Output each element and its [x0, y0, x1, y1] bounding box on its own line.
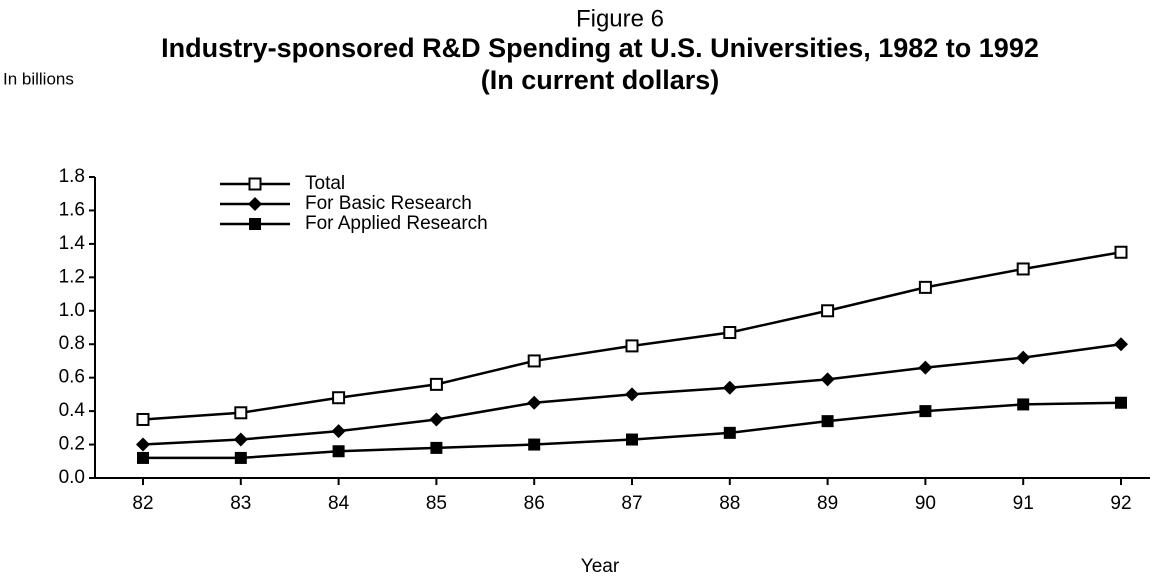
marker	[429, 377, 443, 391]
marker	[234, 451, 247, 464]
marker	[918, 280, 932, 294]
marker	[234, 406, 248, 420]
x-tick-label: 82	[132, 493, 153, 514]
figure-label: Figure 6	[576, 5, 664, 32]
marker	[723, 326, 737, 340]
marker	[1016, 262, 1030, 276]
y-tick-label: 0.2	[59, 434, 85, 455]
marker	[233, 432, 248, 447]
marker	[1016, 350, 1031, 365]
marker	[248, 197, 262, 211]
x-tick-label: 86	[524, 493, 545, 514]
marker	[723, 426, 736, 439]
x-tick-label: 90	[915, 493, 936, 514]
x-tick-label: 83	[230, 493, 251, 514]
marker	[527, 395, 542, 410]
x-tick-label: 85	[426, 493, 447, 514]
marker	[722, 380, 737, 395]
marker	[626, 433, 638, 446]
y-tick-label: 0.8	[59, 333, 85, 354]
y-tick-label: 0.6	[59, 367, 85, 388]
series-line	[143, 401, 1122, 460]
y-tick-label: 0.4	[59, 400, 86, 421]
y-axis-label: In billions	[3, 69, 74, 88]
marker	[137, 451, 149, 464]
legend-label: For Applied Research	[305, 213, 488, 234]
y-tick-label: 1.4	[59, 233, 86, 254]
marker	[527, 354, 541, 368]
marker	[249, 218, 261, 230]
marker	[430, 441, 443, 454]
x-tick-label: 89	[817, 493, 838, 514]
marker	[332, 391, 346, 405]
marker	[1114, 337, 1128, 352]
y-tick-label: 0.0	[59, 467, 85, 488]
y-tick-label: 1.8	[59, 166, 85, 187]
x-axis-label: Year	[581, 556, 620, 577]
marker	[1114, 245, 1128, 259]
marker	[625, 339, 639, 353]
marker	[248, 177, 262, 191]
marker	[821, 304, 835, 318]
chart-subtitle: (In current dollars)	[481, 65, 720, 95]
y-tick-label: 1.0	[59, 300, 85, 321]
marker	[919, 405, 932, 418]
y-tick-label: 1.2	[59, 266, 85, 287]
marker	[136, 437, 150, 452]
x-tick-label: 92	[1110, 493, 1131, 514]
marker	[1115, 396, 1127, 409]
y-tick-label: 1.6	[59, 199, 85, 220]
marker	[331, 424, 346, 439]
marker	[821, 415, 834, 428]
marker	[625, 387, 639, 402]
marker	[820, 372, 835, 387]
marker	[429, 412, 444, 427]
x-tick-label: 84	[328, 493, 350, 514]
marker	[918, 360, 933, 375]
x-tick-label: 88	[719, 493, 740, 514]
marker	[1017, 398, 1030, 411]
chart-title: Industry-sponsored R&D Spending at U.S. …	[161, 33, 1039, 63]
marker	[528, 438, 541, 451]
legend-label: For Basic Research	[305, 193, 472, 214]
x-tick-label: 87	[621, 493, 642, 514]
x-tick-label: 91	[1013, 493, 1034, 514]
legend-label: Total	[305, 173, 345, 194]
marker	[332, 445, 345, 458]
marker	[136, 412, 150, 426]
